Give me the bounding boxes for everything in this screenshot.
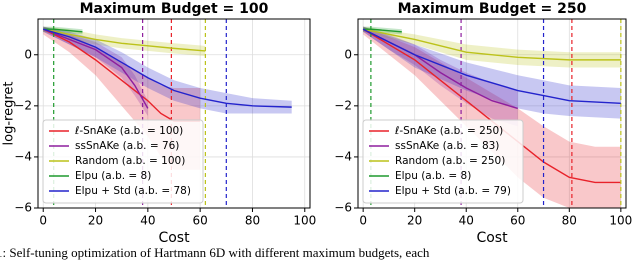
series-line (362, 28, 621, 104)
x-tick-label: 80 (245, 214, 260, 228)
legend-label: Elpu + Std (a.b. = 78) (75, 185, 191, 197)
x-tick-label: 80 (562, 214, 577, 228)
x-axis-label: Cost (476, 230, 508, 246)
x-tick-label: 100 (293, 214, 316, 228)
x-tick-label: 20 (88, 214, 103, 228)
legend-label: Random (a.b. = 250) (395, 155, 505, 167)
legend-label: Random (a.b. = 100) (75, 155, 185, 167)
legend-label: ssSnAKe (a.b. = 83) (395, 140, 499, 152)
chart-title: Maximum Budget = 100 (80, 1, 269, 17)
x-tick-label: 40 (140, 214, 155, 228)
y-tick-label: −2 (334, 98, 352, 112)
y-tick-label: 0 (24, 47, 32, 61)
x-axis-label: Cost (158, 230, 190, 246)
y-tick-label: −4 (334, 149, 352, 163)
y-tick-label: −6 (334, 201, 352, 215)
error-band (363, 26, 621, 119)
legend-label: Elpu (a.b. = 8) (75, 170, 151, 182)
legend-label: Elpu (a.b. = 8) (395, 170, 471, 182)
legend-label: ssSnAKe (a.b. = 76) (75, 140, 179, 152)
series-line (43, 28, 206, 52)
axes-frame (357, 18, 627, 209)
error-band (43, 26, 292, 114)
y-tick-label: 0 (344, 47, 352, 61)
error-band (43, 26, 206, 57)
y-tick-label: −4 (14, 149, 32, 163)
series-line (363, 28, 621, 61)
series-line (43, 28, 292, 108)
legend-label: ℓ-SnAKe (a.b. = 100) (74, 125, 183, 137)
legend-box (362, 119, 524, 204)
x-tick-label: 40 (459, 214, 474, 228)
y-tick-label: −6 (14, 201, 32, 215)
chart-title: Maximum Budget = 250 (398, 1, 587, 17)
error-band (363, 26, 621, 208)
x-tick-label: 0 (39, 214, 47, 228)
y-axis-label: log-regret (2, 82, 17, 146)
x-tick-label: 20 (407, 214, 422, 228)
legend-box (42, 119, 204, 204)
axes-frame (37, 18, 311, 209)
legend-label: ℓ-SnAKe (a.b. = 250) (394, 125, 503, 137)
x-tick-label: 60 (510, 214, 525, 228)
caption: 1: Self-tuning optimization of Hartmann … (0, 245, 430, 260)
x-tick-label: 60 (193, 214, 208, 228)
x-tick-label: 100 (609, 214, 632, 228)
x-tick-label: 0 (359, 214, 367, 228)
legend-label: Elpu + Std (a.b. = 79) (395, 185, 511, 197)
y-tick-label: −2 (14, 98, 32, 112)
plot-area (362, 19, 622, 208)
series-line (42, 28, 149, 109)
error-band (363, 26, 621, 68)
